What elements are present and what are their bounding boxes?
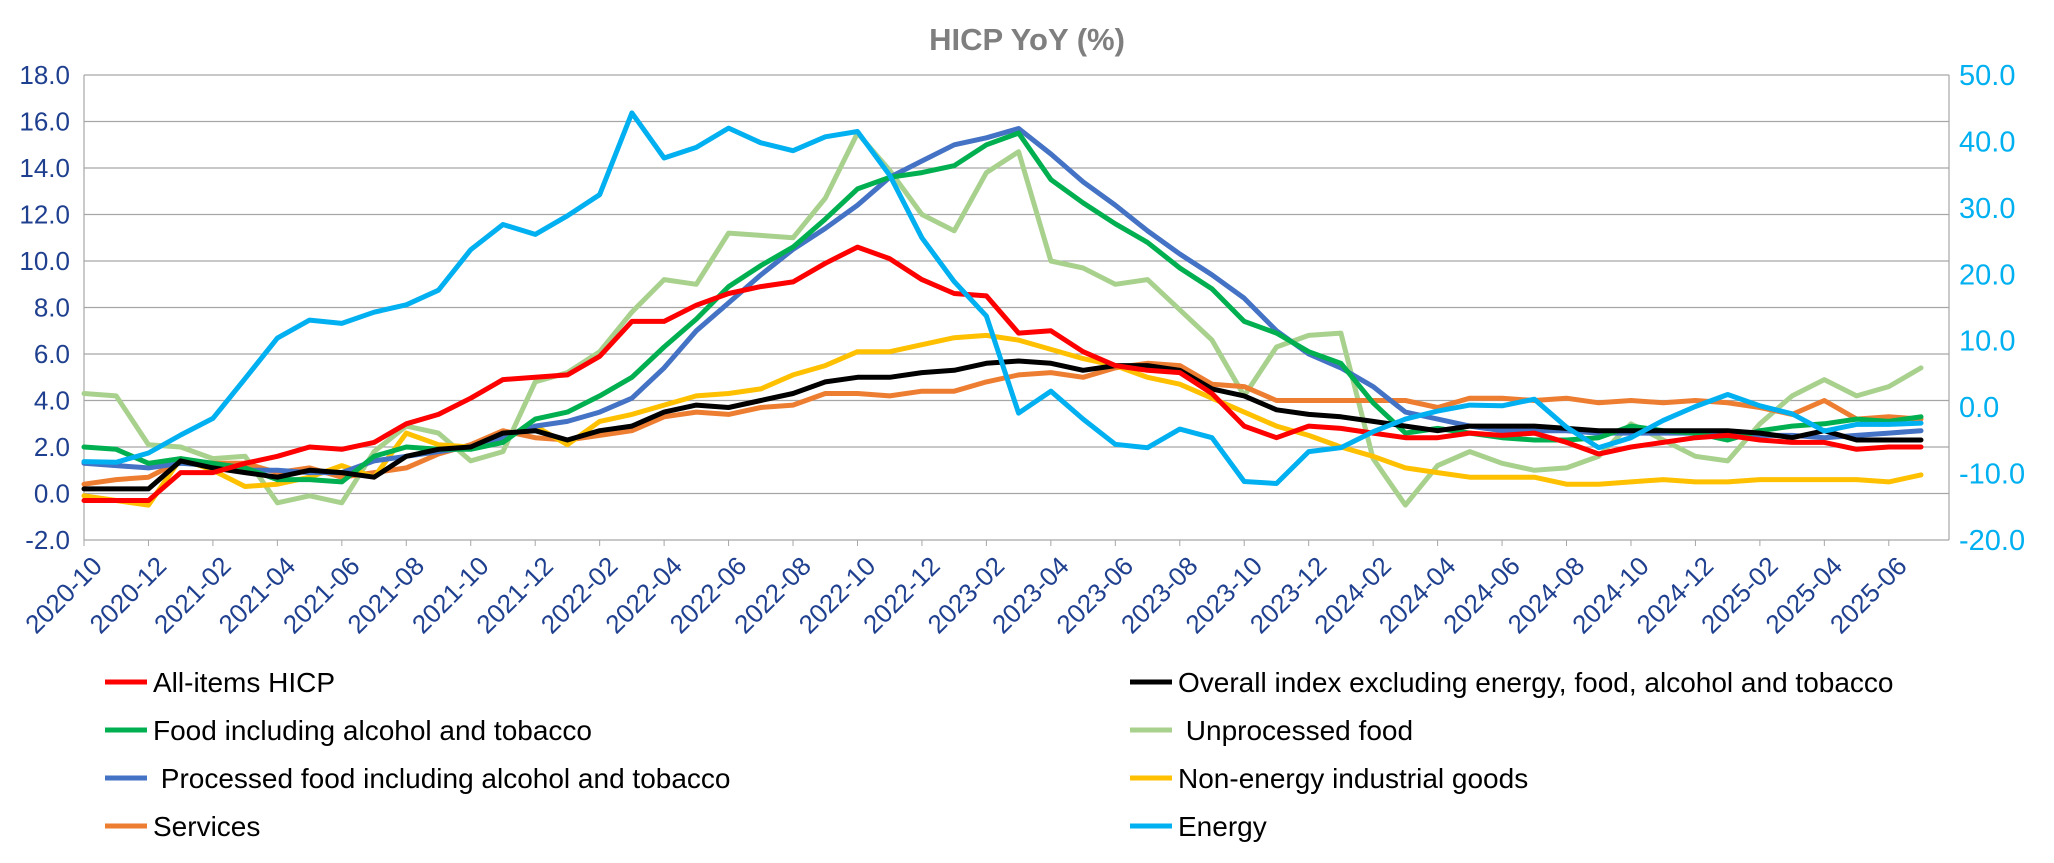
y-left-tick-label: 16.0 [19,107,70,137]
legend-label: Services [153,811,260,842]
y-left-tick-label: 8.0 [34,293,70,323]
y-left-tick-label: 12.0 [19,200,70,230]
y-right-tick-label: 10.0 [1959,326,2015,358]
series-line-processed-food-including-alcohol-and-tobacco [81,126,1924,476]
y-right-tick-label: -20.0 [1959,525,2025,557]
legend: All-items HICP Overall index excluding en… [105,667,1894,842]
legend-label: Unprocessed food [1178,715,1413,746]
series-line-services [81,360,1924,487]
series-line-all-items-hicp [81,244,1924,503]
legend-label: Food including alcohol and tobacco [153,715,592,746]
series-lines [81,110,1924,508]
y-right-tick-label: 40.0 [1959,126,2015,158]
y-left-tick-label: 0.0 [34,479,70,509]
y-left-tick-label: 2.0 [34,432,70,462]
y-right-tick-label: 50.0 [1959,60,2015,92]
series-line-non-energy-industrial-goods [81,332,1924,508]
legend-item: Unprocessed food [1130,715,1413,746]
y-right-tick-label: -10.0 [1959,459,2025,491]
legend-item: Non-energy industrial goods [1130,763,1528,794]
legend-item: Services [105,811,260,842]
y-right-tick-label: 30.0 [1959,193,2015,225]
legend-item: Energy [1130,811,1267,842]
y-left-tick-label: 18.0 [19,60,70,90]
y-right-tick-label: 20.0 [1959,259,2015,291]
legend-label: All-items HICP [153,667,335,698]
legend-label: Non-energy industrial goods [1178,763,1528,794]
chart-title: HICP YoY (%) [929,22,1125,57]
series-line-energy [81,110,1924,486]
axes: -2.0 0.0 2.0 4.0 6.0 8.0 10.0 12.0 14.0 16.0 18.0 -… [19,60,2025,639]
legend-label: Overall index excluding energy, food, al… [1178,667,1894,698]
legend-item: Processed food including alcohol and tob… [105,763,731,794]
legend-item: Food including alcohol and tobacco [105,715,592,746]
legend-item: All-items HICP [105,667,335,698]
y-left-tick-label: 14.0 [19,153,70,183]
legend-item: Overall index excluding energy, food, al… [1130,667,1894,698]
y-right-tick-label: 0.0 [1959,392,1999,424]
y-left-tick-label: 6.0 [34,339,70,369]
legend-label: Processed food including alcohol and tob… [153,763,731,794]
series-line-unprocessed-food [81,130,1924,508]
legend-label: Energy [1178,811,1267,842]
y-left-tick-label: 10.0 [19,246,70,276]
y-left-tick-label: 4.0 [34,386,70,416]
y-left-tick-label: -2.0 [25,525,70,555]
